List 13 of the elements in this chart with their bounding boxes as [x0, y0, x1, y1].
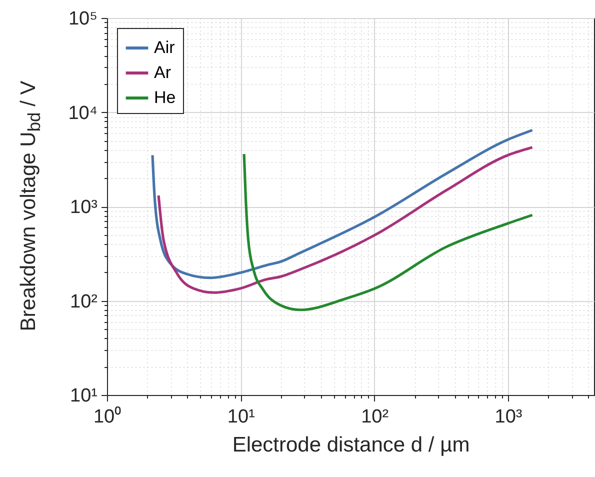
y-tick-label: 10³ — [70, 197, 98, 218]
y-tick-label: 10⁵ — [68, 8, 98, 30]
legend-label: Ar — [154, 63, 172, 82]
legend-label: Air — [154, 38, 176, 57]
x-tick-label: 10³ — [494, 406, 522, 428]
legend-label: He — [154, 88, 176, 107]
x-tick-label: 10¹ — [227, 406, 255, 428]
y-tick-label: 10⁴ — [68, 102, 98, 124]
x-tick-label: 10² — [361, 406, 389, 428]
y-tick-label: 10² — [70, 291, 98, 312]
x-tick-label: 10⁰ — [93, 406, 122, 428]
y-tick-label: 10¹ — [70, 386, 98, 406]
x-axis-title: Electrode distance d / µm — [232, 434, 470, 456]
